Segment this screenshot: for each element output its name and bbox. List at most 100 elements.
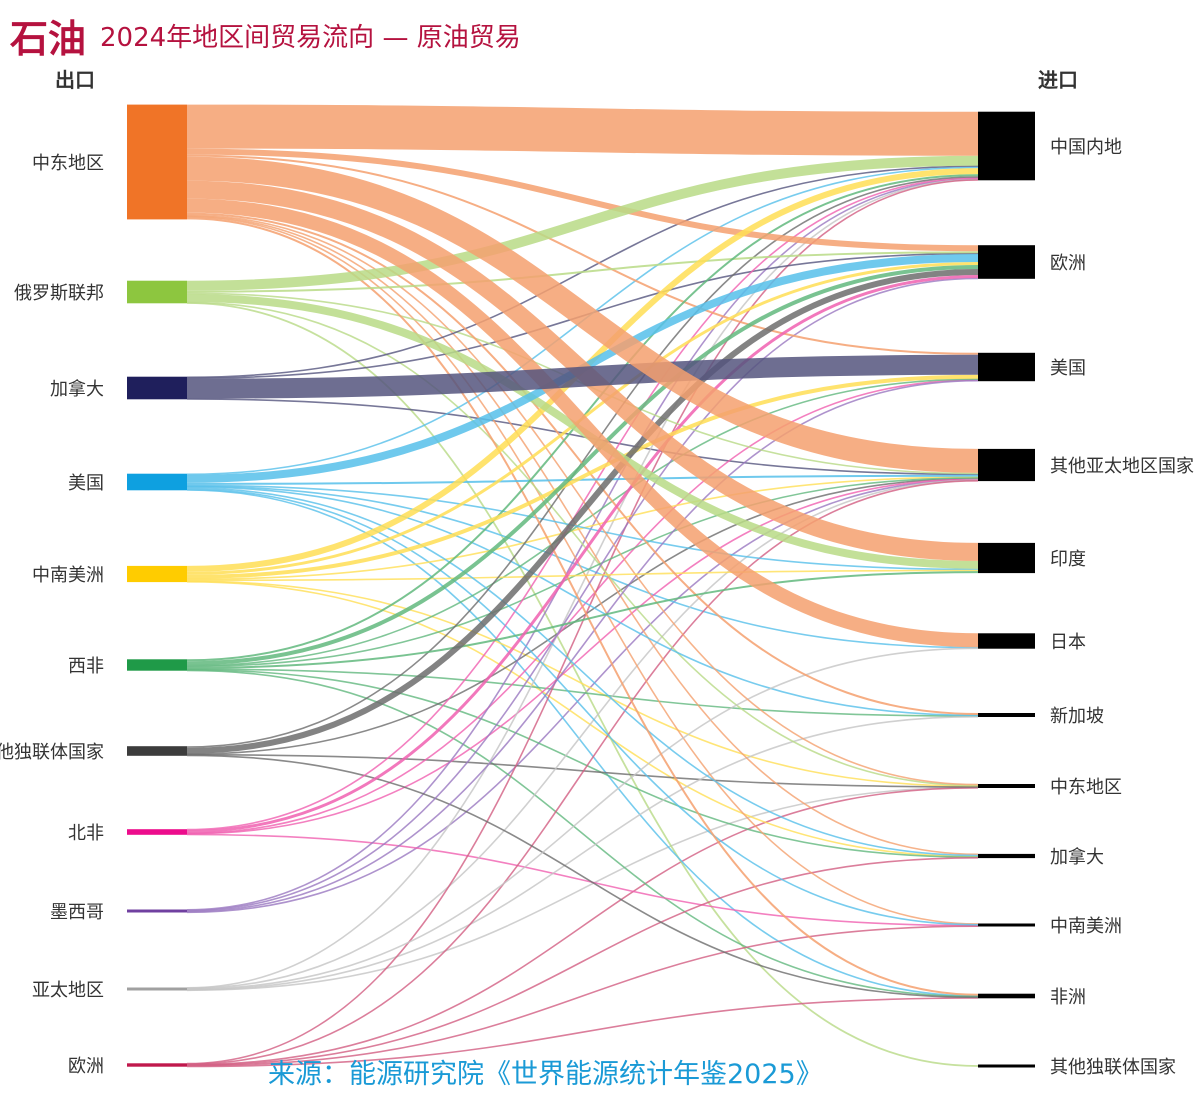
target-label-sg: 新加坡 (1050, 706, 1104, 727)
target-node-eur (978, 245, 1035, 279)
flow-us-to-csar (186, 488, 979, 926)
chart-subtitle: 2024年地区间贸易流向 — 原油贸易 (100, 23, 521, 53)
flow-eu-to-cn (186, 179, 979, 1065)
flow-eu-to-oap (186, 480, 979, 1065)
flow-waf-to-sg (186, 668, 979, 717)
source-node-naf (127, 829, 187, 835)
flow-waf-to-eur (186, 265, 979, 666)
flow-ap-to-mer (186, 786, 979, 992)
header: 石油 2024年地区间贸易流向 — 原油贸易 (10, 8, 521, 63)
flow-me-to-can (186, 215, 979, 856)
flow-cis-to-cn (186, 176, 979, 748)
flow-ap-to-cn (186, 178, 979, 989)
flow-ap-to-sg (186, 715, 979, 991)
exports-column-label: 出口 (55, 68, 95, 92)
source-label-cis: 其他独联体国家 (0, 742, 104, 763)
target-node-afr (978, 993, 1035, 999)
flow-ca-to-usa (186, 354, 979, 399)
source-node-ca (127, 376, 187, 400)
flow-ru-to-eur (186, 251, 979, 293)
target-label-can: 加拿大 (1050, 847, 1104, 868)
source-label-ru: 俄罗斯联邦 (14, 283, 104, 304)
target-node-csar (978, 923, 1035, 927)
source-label-us: 美国 (68, 473, 104, 494)
target-label-csar: 中南美洲 (1050, 916, 1122, 937)
target-node-can (978, 853, 1035, 859)
target-node-usa (978, 352, 1035, 382)
target-node-jp (978, 633, 1035, 649)
flow-eu-to-afr (186, 997, 979, 1068)
flow-mx-to-usa (186, 379, 979, 913)
flow-eu-to-csar (186, 925, 979, 1067)
source-node-csa (127, 565, 187, 583)
source-label-eu: 欧洲 (68, 1056, 104, 1077)
flow-cis-to-afr (186, 754, 979, 999)
flow-me-to-afr (186, 217, 979, 996)
flow-waf-to-oap (186, 477, 979, 668)
source-node-cis (127, 746, 187, 756)
flow-waf-to-in (186, 571, 979, 669)
flow-naf-to-csar (186, 833, 979, 927)
flow-cis-to-oap (186, 477, 979, 755)
flow-ru-to-cn (186, 155, 979, 291)
target-label-jp: 日本 (1050, 632, 1086, 653)
flow-waf-to-usa (186, 378, 979, 667)
flow-csa-to-mer (186, 580, 979, 788)
flow-waf-to-can (186, 669, 979, 858)
flow-us-to-can (186, 487, 979, 857)
target-node-sg (978, 713, 1035, 717)
flow-cis-to-eur (186, 269, 979, 754)
target-label-ocis: 其他独联体国家 (1050, 1057, 1176, 1078)
chart-title: 石油 (10, 17, 87, 61)
flow-mx-to-oap (186, 478, 979, 914)
source-label-naf: 北非 (68, 823, 104, 844)
source-node-me (127, 104, 187, 220)
flow-us-to-afr (186, 489, 979, 997)
target-label-mer: 中东地区 (1050, 777, 1122, 798)
target-label-eur: 欧洲 (1050, 253, 1086, 274)
source-note: 来源：能源研究院《世界能源统计年鉴2025》 (268, 1059, 823, 1090)
flow-us-to-in (186, 484, 979, 571)
target-node-mer (978, 784, 1035, 788)
target-label-afr: 非洲 (1050, 987, 1086, 1008)
source-label-ap: 亚太地区 (32, 980, 104, 1001)
flow-me-to-oap (186, 156, 979, 473)
flow-me-to-cn (186, 104, 979, 156)
source-label-ca: 加拿大 (50, 379, 104, 400)
source-node-ru (127, 280, 187, 304)
source-node-us (127, 473, 187, 491)
flow-naf-to-eur (186, 275, 979, 833)
flow-us-to-oap (186, 474, 979, 485)
flow-naf-to-cn (186, 177, 979, 831)
flow-mx-to-eur (186, 277, 979, 912)
source-label-waf: 西非 (68, 656, 104, 677)
flow-me-to-csar (186, 216, 979, 925)
flow-links (186, 104, 979, 1068)
source-label-me: 中东地区 (32, 153, 104, 174)
flow-us-to-jp (186, 485, 979, 649)
flow-csa-to-usa (186, 374, 979, 579)
flow-ap-to-jp (186, 647, 979, 990)
flow-ca-to-oap (186, 398, 979, 476)
flow-us-to-sg (186, 486, 979, 717)
target-node-ocis (978, 1064, 1035, 1068)
flow-ap-to-oap (186, 479, 979, 990)
flow-me-to-eur (186, 148, 979, 252)
flow-eu-to-can (186, 857, 979, 1066)
target-label-oap: 其他亚太地区国家 (1050, 456, 1194, 477)
source-node-waf (127, 659, 187, 671)
flow-ru-to-mer (186, 301, 979, 787)
target-node-in (978, 542, 1035, 574)
imports-column-label: 进口 (1038, 68, 1078, 92)
flow-me-to-jp (186, 198, 979, 648)
flow-cis-to-mer (186, 753, 979, 788)
flow-eu-to-mer (186, 787, 979, 1066)
flow-waf-to-afr (186, 669, 979, 998)
target-node-cn (978, 111, 1035, 181)
target-label-cn: 中国内地 (1050, 137, 1122, 158)
target-label-in: 印度 (1050, 549, 1086, 570)
flow-nodes (127, 104, 1035, 1068)
flow-me-to-usa (186, 154, 979, 355)
